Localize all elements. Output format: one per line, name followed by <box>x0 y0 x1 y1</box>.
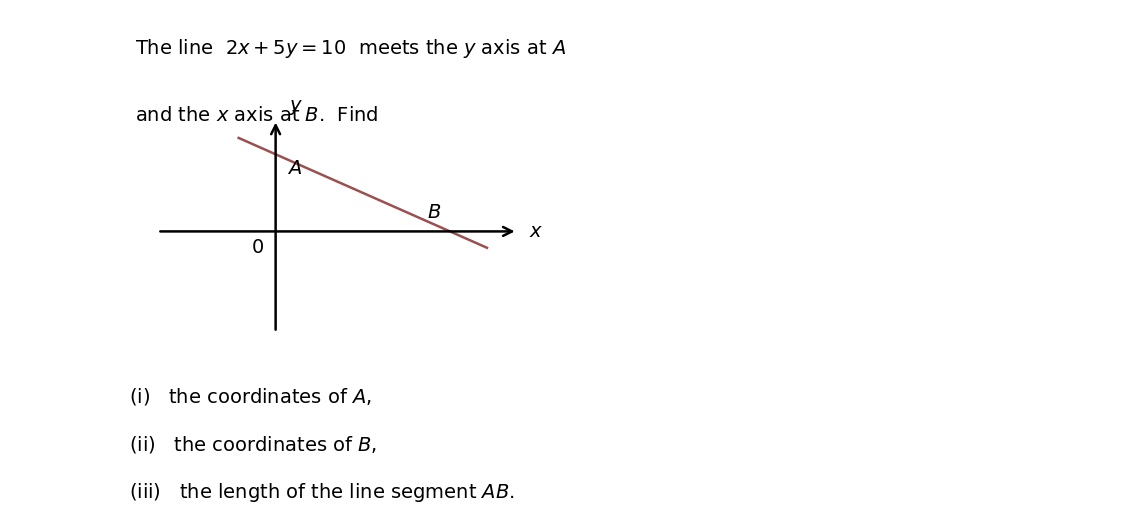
Text: $B$: $B$ <box>426 203 441 222</box>
Text: The line  $2x+5y=10$  meets the $y$ axis at $A$: The line $2x+5y=10$ meets the $y$ axis a… <box>135 37 566 60</box>
Text: 0: 0 <box>252 238 264 257</box>
Text: (i)   the coordinates of $A$,: (i) the coordinates of $A$, <box>129 386 372 406</box>
Text: (iii)   the length of the line segment $AB$.: (iii) the length of the line segment $AB… <box>129 481 515 504</box>
Text: $x$: $x$ <box>529 222 543 241</box>
Text: $A$: $A$ <box>287 159 302 178</box>
Text: (ii)   the coordinates of $B$,: (ii) the coordinates of $B$, <box>129 434 378 454</box>
Text: $y$: $y$ <box>289 98 304 117</box>
Text: and the $x$ axis at $B$.  Find: and the $x$ axis at $B$. Find <box>135 106 378 126</box>
